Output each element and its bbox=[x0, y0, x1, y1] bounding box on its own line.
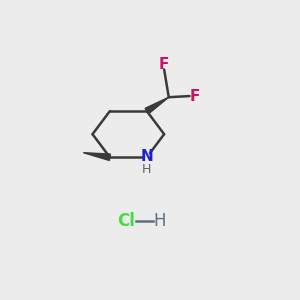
Text: F: F bbox=[159, 57, 169, 72]
Text: F: F bbox=[189, 88, 200, 104]
Text: H: H bbox=[153, 212, 166, 230]
Text: N: N bbox=[140, 148, 153, 164]
Polygon shape bbox=[83, 153, 110, 160]
Polygon shape bbox=[145, 97, 169, 114]
Text: H: H bbox=[142, 164, 152, 176]
Text: Cl: Cl bbox=[117, 212, 135, 230]
